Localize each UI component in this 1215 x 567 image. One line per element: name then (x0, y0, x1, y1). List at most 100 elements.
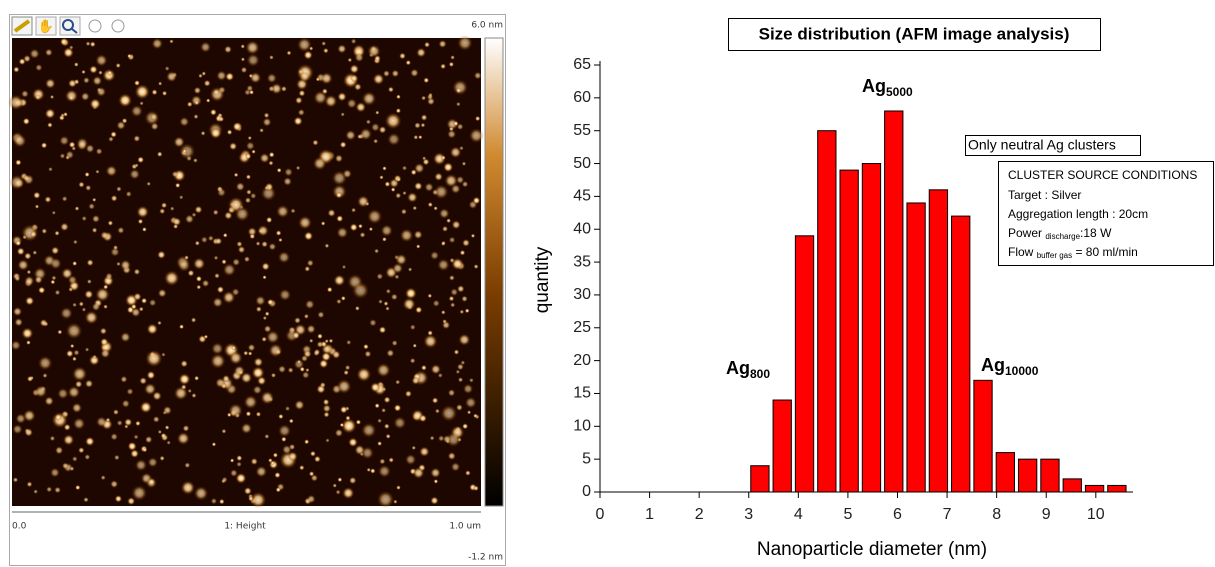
afm-grain (300, 354, 308, 362)
afm-grain (443, 162, 454, 173)
afm-grain (247, 135, 252, 141)
afm-grain (91, 302, 101, 312)
afm-grain (303, 50, 313, 60)
afm-grain (151, 89, 158, 96)
afm-grain (407, 192, 418, 203)
afm-grain (73, 62, 79, 67)
afm-grain (343, 369, 349, 376)
afm-grain (233, 365, 246, 377)
afm-grain (100, 231, 109, 240)
zoom-out[interactable] (111, 19, 125, 33)
afm-grain (105, 272, 113, 281)
afm-grain (144, 383, 157, 396)
afm-grain (180, 384, 187, 390)
afm-grain (150, 112, 158, 121)
afm-grain (472, 196, 481, 205)
afm-grain (281, 444, 292, 455)
afm-grain (152, 391, 162, 401)
afm-grain (100, 348, 111, 359)
afm-grain (418, 414, 427, 423)
afm-grain (434, 408, 440, 414)
afm-grain (236, 241, 243, 248)
afm-grain (374, 248, 380, 254)
afm-grain (13, 66, 20, 73)
afm-grain (268, 343, 283, 358)
afm-grain (313, 90, 328, 105)
afm-grain (433, 479, 439, 484)
afm-grain (133, 292, 142, 301)
afm-grain (287, 367, 294, 374)
conditions-line: Flow buffer gas = 80 ml/min (1008, 245, 1138, 260)
afm-grain (159, 455, 165, 461)
bar (750, 465, 770, 493)
afm-grain (339, 422, 345, 428)
afm-grain (444, 174, 458, 188)
afm-grain (414, 181, 423, 191)
afm-grain (130, 105, 143, 118)
afm-grain (60, 113, 65, 118)
afm-grain (210, 108, 217, 116)
afm-grain (245, 141, 255, 151)
afm-grain (139, 401, 152, 414)
afm-grain (244, 197, 252, 204)
afm-grain (305, 367, 310, 373)
afm-grain (118, 93, 132, 108)
afm-grain (125, 190, 132, 198)
afm-grain (9, 174, 25, 190)
zoom-in[interactable] (88, 19, 102, 33)
afm-grain (421, 95, 427, 101)
afm-grain (73, 79, 80, 85)
afm-grain (462, 423, 469, 430)
afm-grain (364, 350, 372, 358)
afm-grain (345, 415, 351, 421)
afm-grain (146, 181, 151, 187)
afm-grain (336, 379, 352, 394)
afm-grain (276, 204, 290, 218)
afm-grain (341, 418, 357, 434)
afm-grain (178, 373, 191, 386)
afm-grain (222, 291, 236, 304)
bar (817, 130, 837, 493)
afm-grain (133, 434, 139, 440)
afm-grain (73, 349, 80, 356)
afm-grain (442, 225, 449, 232)
afm-grain (280, 85, 287, 92)
afm-grain (339, 405, 348, 414)
afm-grain (72, 356, 77, 362)
afm-grain (103, 284, 109, 290)
afm-grain (211, 442, 217, 447)
afm-grain (255, 465, 268, 478)
afm-grain (249, 89, 255, 95)
afm-grain (337, 92, 347, 102)
afm-grain (456, 363, 464, 371)
afm-grain (266, 330, 280, 344)
afm-grain (432, 299, 440, 307)
afm-grain (215, 377, 226, 388)
x-tick-label: 7 (943, 506, 952, 523)
afm-grain (198, 73, 203, 79)
afm-grain (294, 399, 305, 411)
afm-grain (453, 349, 460, 355)
tool-pan[interactable] (35, 16, 57, 36)
annotation-sub: 10000 (1005, 364, 1039, 378)
title-box (728, 18, 1101, 51)
afm-grain (81, 215, 87, 222)
afm-grain (247, 351, 253, 356)
afm-grain (114, 495, 123, 503)
afm-grain (399, 228, 414, 243)
afm-grain (284, 406, 291, 412)
afm-grain (26, 269, 32, 275)
afm-grain (429, 435, 435, 441)
afm-grain (50, 467, 60, 478)
afm-grain (59, 153, 66, 159)
afm-grain (24, 275, 35, 286)
afm-grain (336, 226, 349, 239)
afm-grain (127, 53, 132, 59)
afm-grain (41, 228, 48, 234)
afm-grain (349, 223, 358, 232)
afm-grain (388, 457, 394, 463)
afm-grain (293, 116, 303, 126)
afm-grain (340, 112, 345, 117)
afm-grain (351, 207, 357, 213)
afm-grain (107, 220, 114, 226)
